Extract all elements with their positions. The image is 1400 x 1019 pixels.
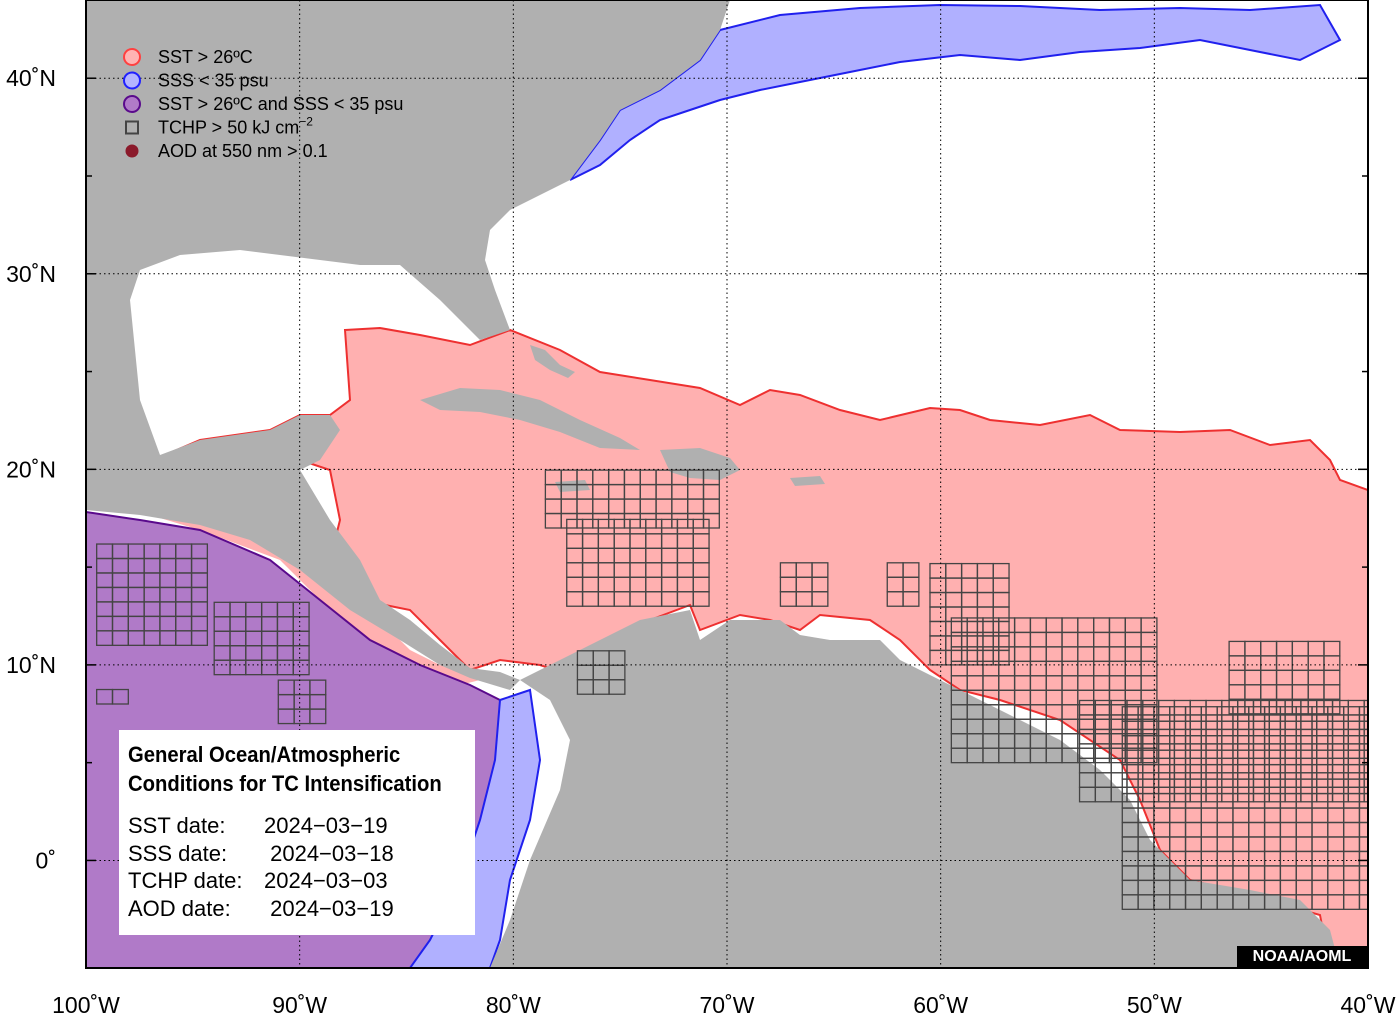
credit-label: NOAA/AOML <box>1237 946 1367 968</box>
land-hispaniola <box>660 448 740 480</box>
sss-date-label: SSS date: <box>128 840 228 866</box>
lat-label: 10˚N <box>6 652 56 678</box>
sss-date-value: 2024−03−18 <box>264 840 394 866</box>
legend-label: AOD at 550 nm > 0.1 <box>158 141 328 161</box>
tchp-date-value: 2024−03−03 <box>264 868 388 893</box>
legend-label: TCHP > 50 kJ cm−2 <box>158 115 313 138</box>
land-north-america <box>86 0 730 690</box>
info-title: General Ocean/Atmospheric Conditions for… <box>128 740 447 798</box>
tchp-cell <box>1323 640 1341 657</box>
lon-label: 60˚W <box>913 992 968 1018</box>
aod-date-value: 2024−03−19 <box>264 895 394 921</box>
tchp-cell <box>309 679 327 696</box>
aod-date-label: AOD date: <box>128 895 231 921</box>
sst-date-value: 2024−03−19 <box>264 813 388 838</box>
lon-label: 80˚W <box>486 992 541 1018</box>
land-cuba <box>420 388 640 450</box>
sss-date-row: SSS date: 2024−03−18 <box>128 840 475 868</box>
tchp-cell <box>1140 617 1158 634</box>
lon-label: 40˚W <box>1341 992 1396 1018</box>
tchp-cell <box>702 469 720 486</box>
longitude-labels: 100˚W 90˚W 80˚W 70˚W 60˚W 50˚W 40˚W <box>52 992 1396 1018</box>
info-box: General Ocean/Atmospheric Conditions for… <box>119 730 475 935</box>
tchp-cell <box>608 650 626 666</box>
tchp-cell <box>292 601 310 618</box>
latitude-labels: 40˚N 30˚N 20˚N 10˚N 0˚ <box>6 65 56 873</box>
lon-label: 70˚W <box>700 992 755 1018</box>
info-title-line1: General Ocean/Atmospheric <box>128 742 401 767</box>
tchp-date-row: TCHP date: 2024−03−03 <box>128 867 475 895</box>
tchp-cell <box>1363 772 1368 788</box>
legend-symbol <box>123 71 141 90</box>
legend-label: SSS < 35 psu <box>158 71 269 91</box>
info-title-line2: Conditions for TC Intensification <box>128 771 442 796</box>
tchp-cell <box>992 562 1010 579</box>
lon-label: 90˚W <box>272 992 327 1018</box>
legend-symbol <box>123 95 141 113</box>
legend-label: SST > 26ºC <box>158 47 253 67</box>
tchp-cell <box>1363 757 1368 774</box>
tchp-cell <box>1363 786 1368 803</box>
tchp-cell <box>1363 699 1368 716</box>
land-puerto-rico <box>790 476 825 486</box>
tchp-cell <box>1363 743 1368 760</box>
lat-label: 30˚N <box>6 261 56 287</box>
sss-northeast-region <box>569 3 1342 181</box>
tchp-cell <box>190 543 209 560</box>
legend-symbol <box>125 120 139 135</box>
aod-date-row: AOD date: 2024−03−19 <box>128 895 475 923</box>
map-frame <box>85 0 1369 969</box>
legend-symbol <box>125 144 139 158</box>
tchp-cell <box>692 518 710 535</box>
legend: SST > 26ºC SSS < 35 psu SST > 26ºC and SSS… <box>123 47 403 161</box>
lat-label: 0˚ <box>36 847 56 873</box>
legend-label: SST > 26ºC and SSS < 35 psu <box>158 94 403 114</box>
tchp-grid <box>96 469 1368 910</box>
tchp-cell <box>811 562 829 578</box>
tchp-cell <box>902 562 920 578</box>
land-jamaica <box>555 480 590 492</box>
land-south-america <box>490 610 1340 968</box>
tchp-date-label: TCHP date: <box>128 868 243 893</box>
legend-symbol <box>123 48 141 66</box>
land-bahamas <box>530 345 575 378</box>
tchp-cell <box>1363 714 1368 731</box>
tchp-cell <box>111 688 129 705</box>
sss-pacific-strip <box>408 688 542 968</box>
lat-label: 40˚N <box>6 65 56 91</box>
lat-label: 20˚N <box>6 456 56 482</box>
sst-date-label: SST date: <box>128 813 226 838</box>
legend-superscript: −2 <box>299 115 313 129</box>
lon-label: 50˚W <box>1127 992 1182 1018</box>
sst-date-row: SST date: 2024−03−19 <box>128 812 475 840</box>
lon-label: 100˚W <box>52 992 120 1018</box>
tchp-cell <box>1363 728 1368 745</box>
